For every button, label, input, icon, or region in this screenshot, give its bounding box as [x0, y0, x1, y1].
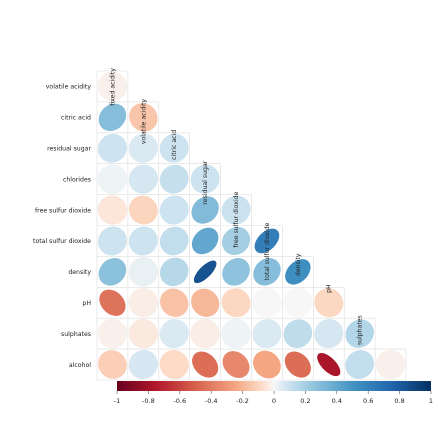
corr-cell-chlorides-fixed-acidity: [97, 164, 128, 194]
corr-cell-density-citric-acid: [159, 257, 189, 287]
corr-cell-sulphates-citric-acid: [159, 319, 189, 349]
corr-cell-pH-fixed-acidity: [99, 289, 126, 316]
corr-cell-alcohol-total-sulfur-dioxide: [284, 351, 311, 378]
row-label: sulphates: [61, 331, 91, 338]
corr-cell-total-sulfur-dioxide-volatile-acidity: [128, 226, 158, 256]
row-label: alcohol: [69, 362, 91, 369]
column-label: citric acid: [171, 130, 178, 160]
column-label: density: [295, 253, 302, 276]
corr-cell-pH-residual-sugar: [191, 288, 220, 317]
corr-cell-sulphates-total-sulfur-dioxide: [283, 319, 313, 348]
grid: [96, 70, 407, 381]
corr-cell-chlorides-citric-acid: [159, 164, 189, 194]
colorbar-tick-label: 0.2: [300, 397, 310, 405]
corr-cell-citric-acid-volatile-acidity: [129, 103, 158, 132]
corr-cell-residual-sugar-citric-acid: [159, 133, 189, 163]
corr-cell-sulphates-pH: [345, 319, 374, 348]
colorbar-tick-label: -0.4: [205, 397, 218, 405]
corr-cell-pH-citric-acid: [160, 288, 189, 317]
corr-cell-sulphates-chlorides: [221, 318, 251, 349]
corr-cell-density-total-sulfur-dioxide: [285, 259, 311, 285]
corr-cell-free-sulfur-dioxide-fixed-acidity: [97, 195, 128, 225]
corr-cell-free-sulfur-dioxide-residual-sugar: [191, 196, 219, 224]
row-label: pH: [82, 300, 91, 307]
corr-cell-total-sulfur-dioxide-free-sulfur-dioxide: [254, 228, 280, 254]
colorbar-tick-label: 0.6: [363, 397, 373, 405]
corr-cell-alcohol-density: [317, 352, 341, 377]
corr-cell-sulphates-volatile-acidity: [128, 318, 159, 349]
corr-cell-density-chlorides: [222, 258, 250, 286]
row-label: volatile acidity: [46, 84, 92, 91]
corr-cell-total-sulfur-dioxide-chlorides: [221, 226, 251, 256]
colorbar-tick-label: 0: [272, 397, 276, 405]
colorbar-tick-label: 1: [429, 397, 433, 405]
corr-cell-alcohol-citric-acid: [159, 350, 189, 380]
colorbar-tick-label: -1: [114, 397, 120, 405]
colorbar-tick-label: -0.8: [142, 397, 155, 405]
corr-cell-pH-chlorides: [221, 288, 251, 318]
corr-cell-pH-volatile-acidity: [128, 288, 159, 318]
corr-cell-free-sulfur-dioxide-chlorides: [221, 195, 251, 225]
corr-cell-density-residual-sugar: [193, 260, 217, 284]
correlation-cells: [97, 71, 406, 380]
corr-cell-alcohol-pH: [345, 350, 375, 379]
corr-cell-alcohol-sulphates: [375, 349, 406, 380]
corr-cell-volatile-acidity-fixed-acidity: [97, 71, 128, 102]
column-label: pH: [326, 284, 333, 293]
corr-cell-chlorides-residual-sugar: [190, 164, 220, 194]
colorbar-tick-label: -0.6: [173, 397, 186, 405]
axis-labels: volatile acidity citric acid residual suga…: [33, 68, 364, 369]
corr-cell-pH-free-sulfur-dioxide: [252, 287, 282, 318]
column-label: total sulfur dioxide: [264, 222, 271, 280]
colorbar-tick-label: 0.4: [332, 397, 342, 405]
corr-cell-alcohol-volatile-acidity: [128, 349, 158, 380]
corr-cell-sulphates-residual-sugar: [190, 318, 220, 349]
corr-cell-density-free-sulfur-dioxide: [253, 258, 281, 286]
corr-cell-total-sulfur-dioxide-fixed-acidity: [97, 226, 127, 256]
corr-cell-alcohol-fixed-acidity: [98, 350, 127, 379]
corr-cell-free-sulfur-dioxide-volatile-acidity: [128, 195, 158, 225]
corr-cell-chlorides-volatile-acidity: [128, 164, 158, 194]
column-label: fixed acidity: [109, 68, 116, 106]
corr-cell-residual-sugar-volatile-acidity: [128, 133, 158, 163]
corr-cell-total-sulfur-dioxide-residual-sugar: [191, 227, 219, 255]
corr-cell-density-fixed-acidity: [98, 258, 127, 286]
colorbar-tick-label: 0.8: [394, 397, 404, 405]
column-label: sulphates: [357, 315, 364, 345]
corr-cell-density-volatile-acidity: [128, 257, 159, 287]
corr-cell-pH-total-sulfur-dioxide: [283, 287, 313, 318]
corr-cell-citric-acid-fixed-acidity: [98, 103, 127, 132]
row-label: density: [68, 269, 91, 276]
corr-cell-alcohol-residual-sugar: [192, 351, 219, 378]
corr-cell-total-sulfur-dioxide-citric-acid: [159, 226, 189, 256]
row-label: free sulfur dioxide: [35, 207, 91, 214]
corr-cell-free-sulfur-dioxide-citric-acid: [159, 195, 189, 225]
corr-cell-alcohol-free-sulfur-dioxide: [253, 350, 281, 379]
corr-cell-alcohol-chlorides: [222, 351, 250, 378]
corr-cell-residual-sugar-fixed-acidity: [97, 133, 127, 163]
colorbar: -1 -0.8 -0.6 -0.4 -0.2 0 0.2 0.4 0.6 0.8 1: [114, 381, 433, 405]
colorbar-gradient: [117, 381, 431, 391]
corr-cell-sulphates-density: [314, 319, 344, 349]
row-label: chlorides: [63, 176, 91, 183]
row-label: residual sugar: [47, 145, 91, 152]
corr-cell-pH-density: [314, 288, 344, 318]
row-label: citric acid: [61, 115, 91, 122]
corr-cell-sulphates-fixed-acidity: [97, 318, 128, 349]
corr-cell-sulphates-free-sulfur-dioxide: [252, 319, 282, 349]
column-label: free sulfur dioxide: [233, 191, 240, 247]
row-label: total sulfur dioxide: [33, 238, 91, 245]
column-label: volatile acidity: [140, 99, 147, 145]
column-label: residual sugar: [202, 160, 209, 204]
colorbar-tick-label: -0.2: [236, 397, 249, 405]
